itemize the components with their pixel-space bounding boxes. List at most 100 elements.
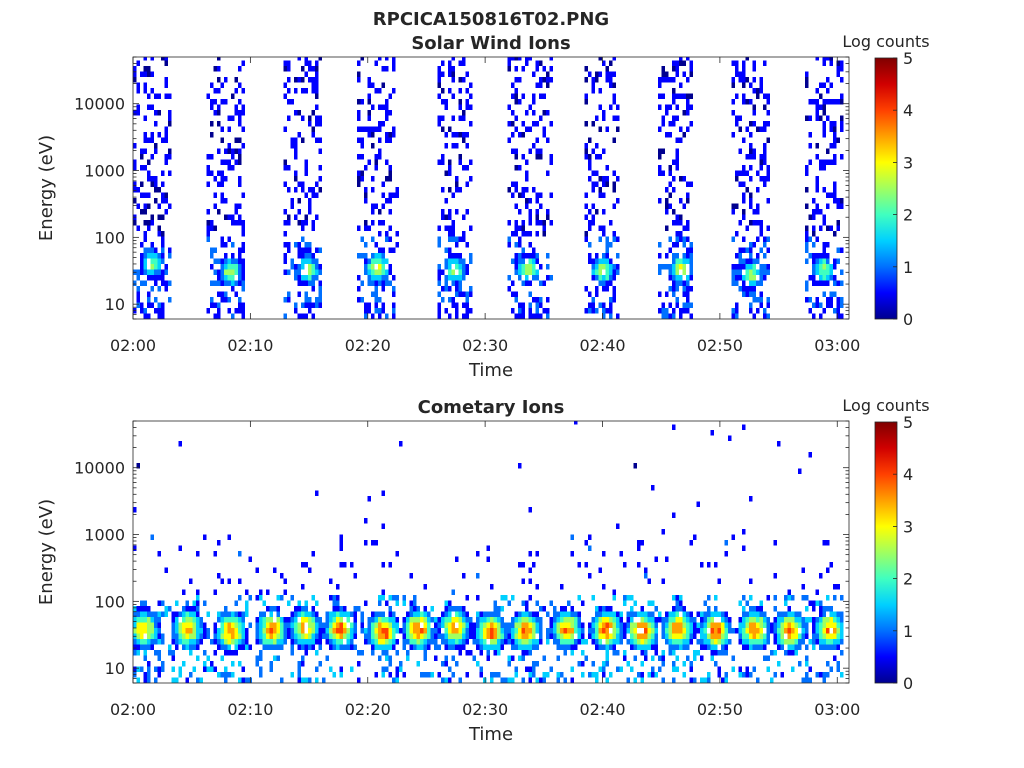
heatmap-cell xyxy=(826,203,830,209)
heatmap-cell xyxy=(640,633,644,639)
heatmap-cell xyxy=(294,606,298,612)
heatmap-cell xyxy=(147,672,151,678)
heatmap-cell xyxy=(763,313,767,319)
heatmap-cell xyxy=(399,628,403,634)
heatmap-cell xyxy=(315,247,319,253)
heatmap-cell xyxy=(462,115,466,121)
heatmap-cell xyxy=(612,633,616,639)
heatmap-cell xyxy=(679,214,683,220)
heatmap-cell xyxy=(297,666,301,672)
heatmap-cell xyxy=(234,77,238,83)
heatmap-cell xyxy=(661,661,665,667)
heatmap-cell xyxy=(210,253,214,259)
heatmap-cell xyxy=(304,639,308,645)
heatmap-cell xyxy=(826,242,830,248)
heatmap-cell xyxy=(220,633,224,639)
heatmap-cell xyxy=(276,595,280,601)
heatmap-cell xyxy=(570,534,574,540)
heatmap-cell xyxy=(224,214,228,220)
heatmap-cell xyxy=(588,165,592,171)
heatmap-cell xyxy=(570,639,574,645)
heatmap-cell xyxy=(444,143,448,149)
heatmap-cell xyxy=(570,650,574,656)
heatmap-cell xyxy=(819,264,823,270)
heatmap-cell xyxy=(588,225,592,231)
heatmap-cell xyxy=(427,611,431,617)
heatmap-cell xyxy=(661,115,665,121)
heatmap-cell xyxy=(444,286,448,292)
heatmap-cell xyxy=(819,302,823,308)
heatmap-cell xyxy=(385,104,389,110)
heatmap-cell xyxy=(500,606,504,612)
heatmap-cell xyxy=(665,633,669,639)
heatmap-cell xyxy=(378,247,382,253)
heatmap-cell xyxy=(595,115,599,121)
heatmap-cell xyxy=(378,628,382,634)
heatmap-cell xyxy=(812,231,816,237)
heatmap-cell xyxy=(220,99,224,105)
x-axis-label: Time xyxy=(468,360,513,381)
heatmap-cell xyxy=(290,650,294,656)
heatmap-cell xyxy=(532,644,536,650)
heatmap-cell xyxy=(364,308,368,314)
heatmap-cell xyxy=(458,88,462,94)
heatmap-cell xyxy=(535,661,539,667)
heatmap-cell xyxy=(437,275,441,281)
heatmap-cell xyxy=(451,639,455,645)
heatmap-cell xyxy=(521,578,525,584)
heatmap-cell xyxy=(199,628,203,634)
heatmap-cell xyxy=(752,242,756,248)
heatmap-cell xyxy=(444,617,448,623)
heatmap-cell xyxy=(238,269,242,275)
heatmap-cell xyxy=(605,126,609,132)
heatmap-cell xyxy=(392,644,396,650)
heatmap-cell xyxy=(448,600,452,606)
heatmap-cell xyxy=(518,302,522,308)
heatmap-cell xyxy=(819,644,823,650)
heatmap-cell xyxy=(367,628,371,634)
heatmap-cell xyxy=(154,622,158,628)
heatmap-cell xyxy=(224,176,228,182)
x-tick-label: 02:50 xyxy=(697,700,743,719)
heatmap-cell xyxy=(171,666,175,672)
colorbar-tick-label: 4 xyxy=(903,101,913,120)
heatmap-cell xyxy=(465,639,469,645)
heatmap-cell xyxy=(357,275,361,281)
heatmap-cell xyxy=(451,115,455,121)
heatmap-cell xyxy=(290,258,294,264)
heatmap-cell xyxy=(217,617,221,623)
heatmap-cell xyxy=(672,650,676,656)
heatmap-cell xyxy=(833,187,837,193)
heatmap-cell xyxy=(549,633,553,639)
heatmap-cell xyxy=(602,60,606,66)
heatmap-cell xyxy=(815,600,819,606)
heatmap-cell xyxy=(518,132,522,138)
heatmap-cell xyxy=(150,247,154,253)
heatmap-cell xyxy=(350,611,354,617)
heatmap-cell xyxy=(507,236,511,242)
heatmap-cell xyxy=(689,622,693,628)
heatmap-cell xyxy=(654,628,658,634)
heatmap-cell xyxy=(735,115,739,121)
heatmap-cell xyxy=(822,121,826,127)
heatmap-cell xyxy=(833,154,837,160)
heatmap-cell xyxy=(318,57,322,61)
heatmap-cell xyxy=(448,666,452,672)
heatmap-cell xyxy=(448,297,452,303)
heatmap-cell xyxy=(612,644,616,650)
heatmap-cell xyxy=(206,181,210,187)
heatmap-cell xyxy=(346,633,350,639)
heatmap-cell xyxy=(374,644,378,650)
heatmap-cell xyxy=(745,666,749,672)
heatmap-cell xyxy=(374,622,378,628)
heatmap-cell xyxy=(203,650,207,656)
heatmap-cell xyxy=(840,611,844,617)
heatmap-cell xyxy=(546,253,550,259)
heatmap-cell xyxy=(602,225,606,231)
heatmap-cell xyxy=(525,203,529,209)
heatmap-cell xyxy=(441,115,445,121)
heatmap-cell xyxy=(161,269,165,275)
heatmap-cell xyxy=(462,231,466,237)
heatmap-cell xyxy=(444,661,448,667)
x-tick-label: 02:30 xyxy=(462,336,508,355)
